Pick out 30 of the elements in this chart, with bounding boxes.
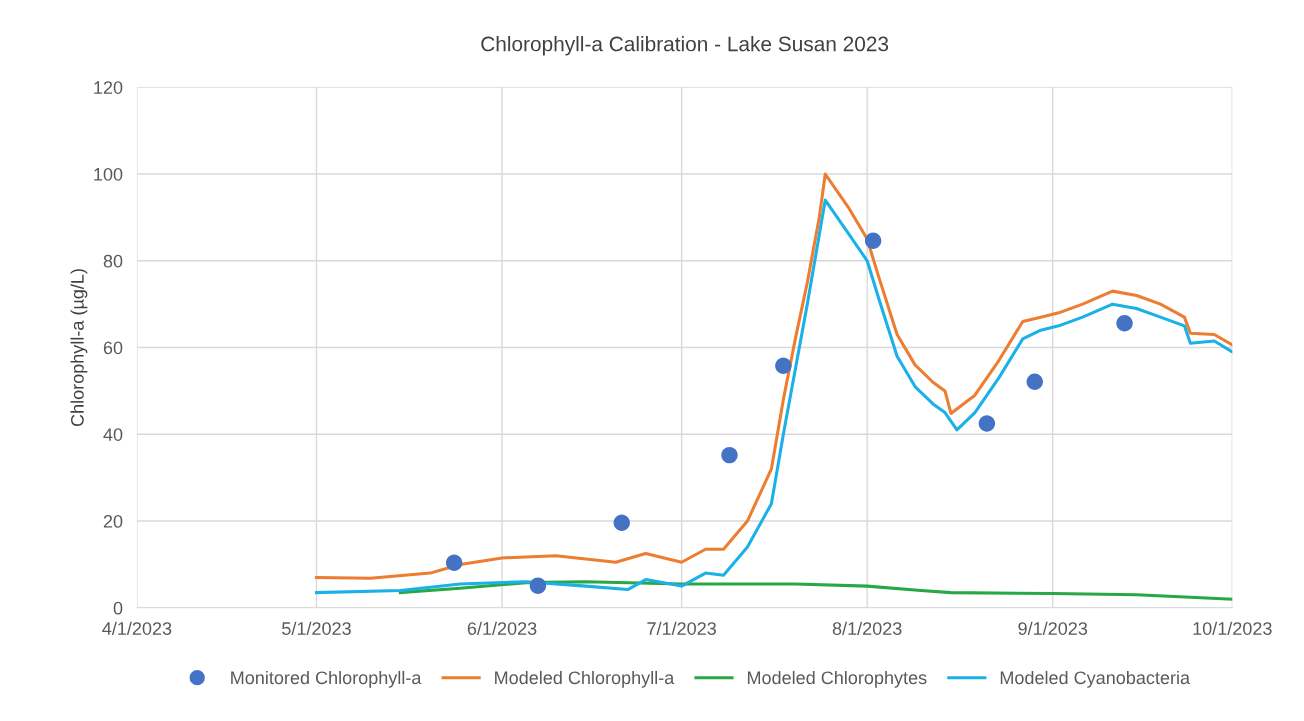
x-tick-label: 4/1/2023 xyxy=(102,621,172,635)
y-tick-label: 40 xyxy=(103,428,123,441)
y-tick-label: 20 xyxy=(103,514,123,528)
point xyxy=(529,577,547,594)
y-tick-label: 120 xyxy=(94,81,123,94)
legend-label: Modeled Chlorophytes xyxy=(747,670,927,688)
y-tick-label: 100 xyxy=(94,167,123,181)
y-tick-label: 80 xyxy=(103,254,123,268)
y-tick-label: 60 xyxy=(103,341,123,355)
x-tick-label: 8/1/2023 xyxy=(832,621,902,635)
legend-label: Modeled Chlorophyll-a xyxy=(495,670,675,688)
legend-label: Modeled Cyanobacteria xyxy=(1000,670,1191,688)
point xyxy=(1026,373,1043,391)
point xyxy=(1116,315,1133,332)
point xyxy=(864,232,882,250)
line-series xyxy=(398,580,1233,601)
point xyxy=(978,415,996,432)
point xyxy=(445,554,463,571)
x-tick-label: 7/1/2023 xyxy=(647,621,716,635)
chart-title: Chlorophyll-a Calibration - Lake Susan 2023 xyxy=(481,36,889,56)
point xyxy=(613,514,630,531)
x-tick-label: 6/1/2023 xyxy=(467,621,537,635)
x-tick-label: 5/1/2023 xyxy=(282,621,351,635)
point xyxy=(775,357,792,374)
x-tick-label: 9/1/2023 xyxy=(1018,621,1088,635)
point xyxy=(721,446,738,464)
x-tick-label: 10/1/2023 xyxy=(1193,621,1272,635)
y-axis-title: Chlorophyll-a (µg/L) xyxy=(70,269,88,427)
legend-label: Monitored Chlorophyll-a xyxy=(231,670,422,688)
y-tick-label: 0 xyxy=(113,601,123,615)
